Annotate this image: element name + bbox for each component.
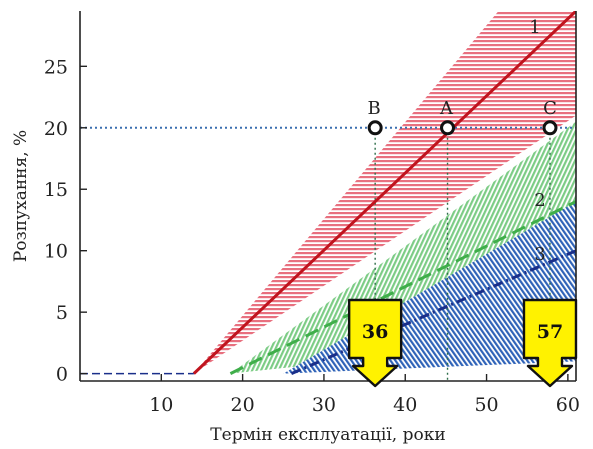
y-axis-title: Розпухання, %: [11, 130, 31, 262]
x-tick-label-10: 10: [149, 394, 173, 416]
callout-arrow-57: [522, 298, 578, 388]
y-tick-label-0: 0: [56, 364, 68, 386]
callout-label-36: 36: [362, 321, 388, 343]
callouts-layer: 36 57: [347, 298, 578, 388]
point-A: [440, 120, 456, 136]
y-tick-label-10: 10: [44, 241, 68, 263]
points-layer: [367, 120, 558, 136]
y-tick-label-25: 25: [44, 56, 68, 78]
y-tick-label-15: 15: [44, 179, 68, 201]
point-label-A: A: [439, 98, 454, 119]
labels-layer: B A C 1 2 3 10 20 30 40 50 60 0 5 10 15 20 25: [44, 17, 580, 416]
series-label-1: 1: [529, 17, 540, 38]
point-label-C: C: [543, 98, 557, 119]
x-axis-title: Термін експлуатації, роки: [210, 425, 445, 445]
point-C: [542, 120, 558, 136]
ticks-layer: [80, 65, 569, 381]
callout-57: 57: [522, 298, 578, 388]
callout-arrow-36: [347, 298, 403, 388]
callout-label-57: 57: [537, 321, 563, 343]
plot-area: [80, 11, 576, 381]
y-tick-label-5: 5: [56, 302, 68, 324]
series-line-2: [229, 200, 576, 375]
x-tick-label-40: 40: [393, 394, 417, 416]
x-tick-label-30: 30: [312, 394, 336, 416]
series-line-1: [192, 11, 576, 375]
series-label-2: 2: [534, 190, 545, 211]
series-line-3: [290, 249, 576, 376]
point-B: [367, 120, 383, 136]
callout-36: 36: [347, 298, 403, 388]
series-label-3: 3: [534, 244, 545, 265]
point-label-B: B: [368, 98, 381, 119]
x-tick-label-60: 60: [556, 394, 580, 416]
y-tick-label-20: 20: [44, 118, 68, 140]
x-tick-label-20: 20: [231, 394, 255, 416]
x-tick-label-50: 50: [474, 394, 498, 416]
lines-layer: [80, 11, 576, 376]
